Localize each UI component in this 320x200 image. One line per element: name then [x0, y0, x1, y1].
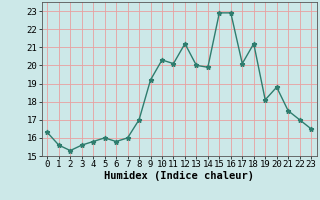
X-axis label: Humidex (Indice chaleur): Humidex (Indice chaleur)	[104, 171, 254, 181]
